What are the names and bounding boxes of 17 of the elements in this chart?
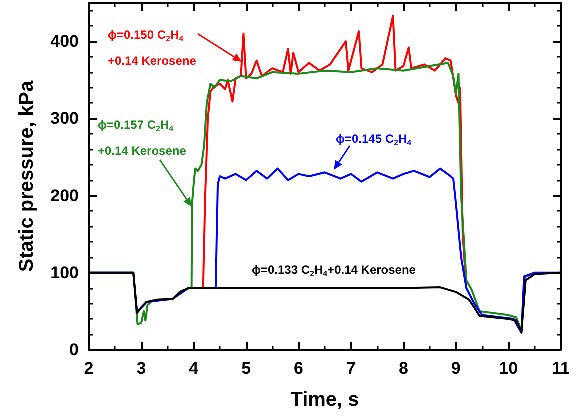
x-axis-title: Time, s [290,389,360,411]
y-tick-label: 200 [50,186,79,206]
x-tick-label: 4 [189,359,200,378]
x-tick-label: 9 [451,359,461,378]
x-tick-label: 7 [346,359,356,378]
y-tick-label: 400 [50,32,79,52]
y-axis-title: Static pressure, kPa [16,80,38,272]
x-tick-label: 11 [552,359,570,378]
x-tick-label: 8 [398,359,408,378]
y-tick-label: 100 [50,263,79,282]
y-tick-label: 300 [50,109,79,128]
y-tick-label: 0 [70,340,79,360]
x-tick-label: 3 [136,359,146,378]
x-tick-label: 6 [294,359,304,378]
x-tick-label: 5 [242,359,252,378]
x-tick-label: 10 [499,359,518,378]
x-tick-label: 2 [84,359,94,378]
